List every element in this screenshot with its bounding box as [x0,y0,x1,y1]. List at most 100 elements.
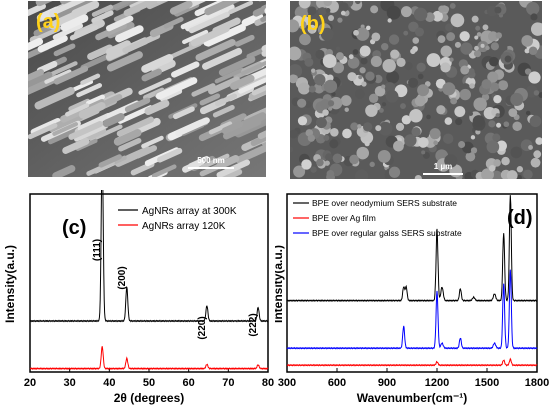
xrd-chart: 20 30 40 50 60 70 80 (111)(200)(220) (222) (c) … [3,190,274,405]
grain [413,7,428,22]
grain [458,141,466,149]
grain [290,146,294,153]
nanorod [228,1,254,15]
grain [489,56,499,67]
grain [408,77,419,88]
x-tick-label: 600 [328,377,346,389]
grain [495,32,502,39]
grain [494,6,502,14]
x-tick-label: 1800 [525,377,549,389]
grain [307,134,316,142]
grain [524,68,532,75]
grain [388,34,400,45]
grain [449,2,456,9]
nanorod [241,12,264,27]
nanorod [200,153,230,170]
nanorod [89,124,123,142]
grain [459,31,470,42]
nanorod [28,69,45,82]
grain [315,49,325,59]
grain [290,19,300,33]
grain [470,135,476,140]
grain [473,49,482,58]
xrd-y-axis-label: Intensity(a.u.) [3,245,17,323]
grain [510,92,524,106]
grain [297,98,307,108]
grain [359,45,371,57]
grain [293,165,306,178]
grain [328,15,335,22]
grain [359,67,366,74]
nanorod [95,22,127,41]
nanorod [203,23,246,46]
nanorod [69,24,99,41]
grain [450,13,465,28]
grain [311,68,316,73]
nanorod [80,73,101,86]
nanorod [49,1,89,18]
nanorod [28,71,53,88]
grain [325,8,331,13]
grain [360,57,368,65]
scale-bar-a-label: 500 nm [197,156,225,165]
series-line-0 [286,195,538,303]
grain [495,113,500,118]
xrd-x-axis-label: 2θ (degrees) [114,391,185,405]
grain [375,125,382,132]
grain [373,74,383,84]
grain [488,165,496,172]
nanorod [157,147,183,163]
grain [526,1,540,16]
nanorod [169,1,193,15]
grain [360,24,365,29]
nanorod [250,134,266,147]
nanorod [78,102,106,119]
grain [350,122,359,131]
nanorod [218,55,256,77]
grain [474,45,479,51]
nanorod [44,69,72,84]
panel-label-a: (a) [36,11,61,33]
grain [381,102,387,107]
grain [525,110,531,116]
nanorod [221,120,244,135]
grain [503,121,510,128]
grain [387,18,392,23]
nanorod [214,67,245,84]
scale-bar-a-line [188,167,234,169]
grain [450,97,458,105]
grain [482,24,489,31]
nanorod [122,33,161,54]
raman-chart: 300 600 900 1200 1500 1800 (d) BPE over neody… [275,193,549,405]
grain [365,104,378,117]
series-line-0 [29,190,269,323]
grain [290,129,298,139]
grain [523,169,533,179]
nanorod [28,3,46,17]
grain [332,153,343,164]
nanorod [87,44,114,61]
nanorod [30,117,61,136]
grain [454,106,466,118]
grain [528,145,533,150]
grain [521,35,534,47]
grain [390,49,400,59]
grain [529,115,542,128]
grain [348,54,354,60]
grain [414,174,422,179]
grain [316,158,324,167]
grain [446,32,456,42]
grain [320,99,331,110]
grain [538,92,542,98]
xrd-legend: AgNRs array at 300K AgNRs array 120K [118,206,237,232]
nanorod [212,104,235,118]
grain [400,6,412,18]
nanorod [28,123,58,140]
x-tick-label: 1200 [425,377,449,389]
series-line-2 [286,269,538,350]
raman-x-axis-label: Wavenumber(cm⁻¹) [357,391,468,405]
x-tick-label: 40 [103,377,115,389]
grain [535,137,542,145]
grain [326,74,334,82]
scale-bar-a: 500 nm [188,156,234,169]
